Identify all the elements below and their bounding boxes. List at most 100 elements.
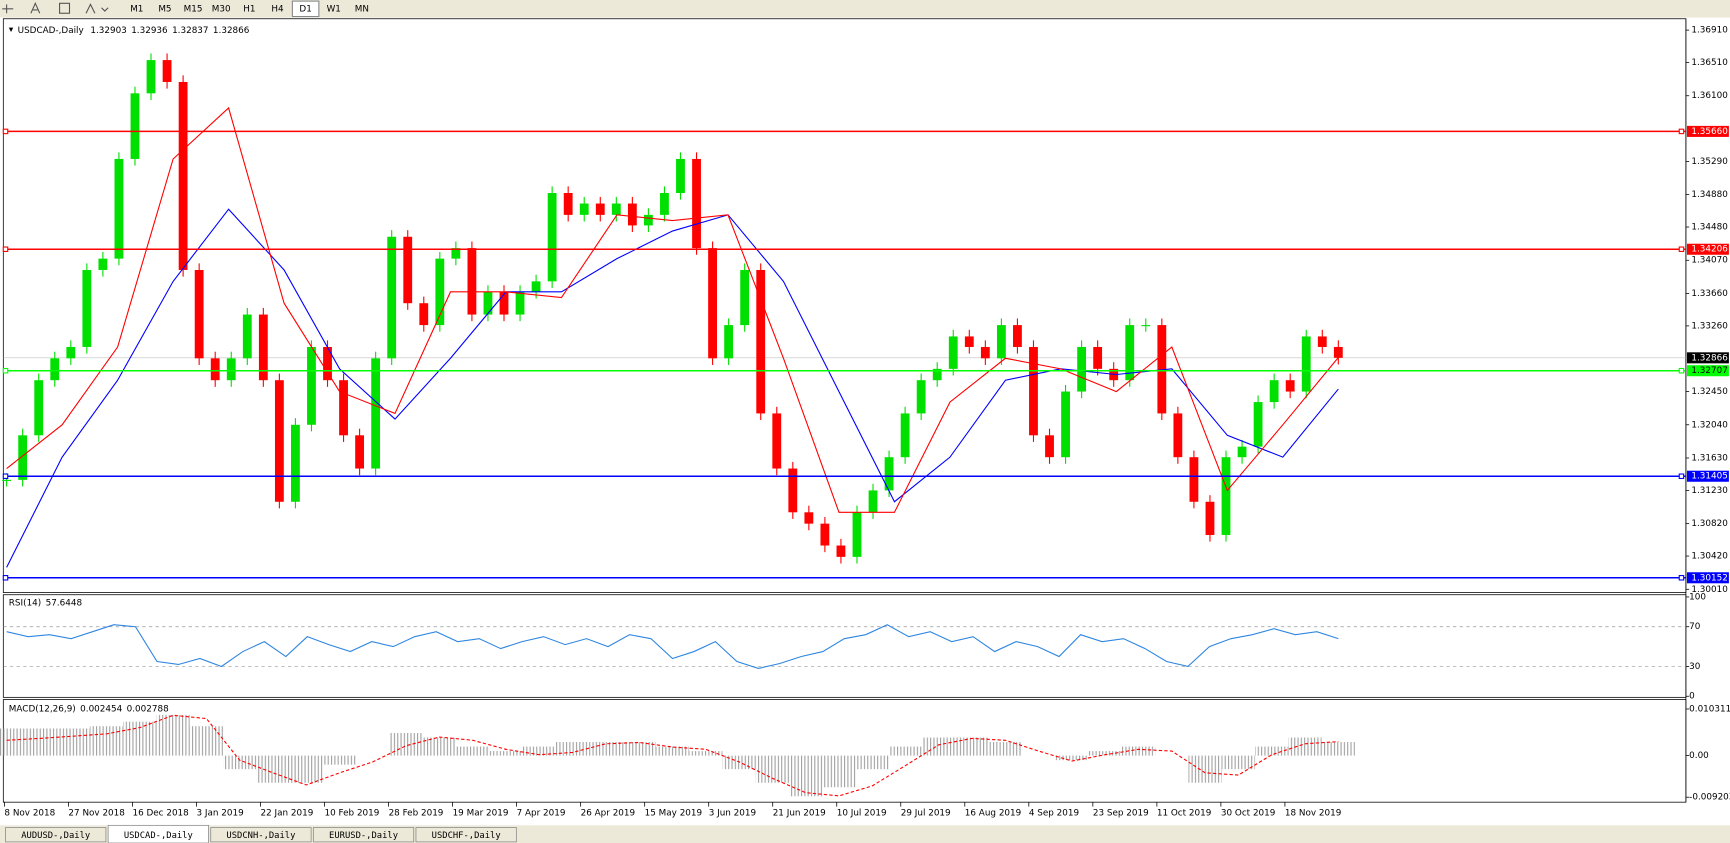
level-handle[interactable]: [1678, 575, 1685, 581]
macd-bar: [589, 742, 623, 756]
candle: [1045, 435, 1054, 458]
macd-bar: [1055, 755, 1089, 761]
tab[interactable]: [415, 827, 517, 843]
level-box: [1686, 125, 1729, 137]
macd-title: MACD(12,26,9) 0.002454 0.002788: [9, 704, 169, 714]
date-label: 21 Jun 2019: [773, 809, 826, 819]
candle: [98, 258, 108, 270]
candle: [451, 248, 461, 259]
level-label: 1.32707: [1691, 366, 1727, 376]
candle: [371, 358, 381, 469]
y-tick-label: -0.009203: [1689, 793, 1730, 803]
candle: [499, 291, 509, 315]
tab-label[interactable]: USDCHF-,Daily: [432, 831, 501, 841]
macd-bar: [1221, 755, 1256, 770]
timeframe-button[interactable]: W1: [327, 4, 341, 14]
y-tick-label: 100: [1689, 592, 1706, 602]
candle: [579, 203, 589, 215]
low: 1.32837: [172, 25, 208, 35]
candle: [1093, 346, 1103, 369]
candle: [852, 512, 862, 557]
candle: [547, 192, 557, 282]
y-tick-label: 1.34880: [1691, 190, 1728, 200]
level-handle[interactable]: [1678, 367, 1685, 374]
candle: [339, 380, 348, 436]
macd-bar: [988, 742, 1023, 756]
candle: [242, 314, 252, 359]
candle: [162, 60, 172, 82]
close: 1.32866: [213, 25, 250, 35]
macd-bar: [1188, 755, 1222, 783]
level-label: 1.34206: [1691, 245, 1728, 255]
level-handle[interactable]: [1678, 128, 1685, 135]
timeframe-button[interactable]: M1: [130, 4, 143, 14]
macd-bar: [156, 714, 190, 756]
macd-bar: [689, 751, 723, 756]
candle: [1029, 346, 1038, 436]
candle: [627, 203, 637, 226]
candle: [483, 291, 493, 315]
timeframe-button[interactable]: D1: [299, 4, 311, 14]
y-tick-label: 0.010311: [1689, 705, 1730, 715]
y-tick-label: 1.36910: [1691, 26, 1728, 36]
macd-bar: [522, 746, 556, 756]
candle: [1189, 457, 1199, 502]
level-handle[interactable]: [2, 367, 9, 374]
level-handle[interactable]: [2, 473, 9, 479]
candle: [18, 435, 28, 480]
candle: [226, 358, 236, 381]
candle: [1333, 346, 1343, 358]
tool-icons: [2, 1, 109, 14]
tab-label[interactable]: USDCAD-,Daily: [124, 831, 193, 841]
rsi-last: 57.6448: [46, 598, 82, 608]
timeframe-button[interactable]: M5: [158, 4, 171, 14]
macd-bar: [955, 737, 989, 756]
macd-signal-last: 0.002788: [127, 704, 169, 714]
date-label: 15 May 2019: [645, 809, 702, 819]
timeframe-button[interactable]: MN: [355, 4, 369, 14]
date-label: 29 Jul 2019: [901, 809, 951, 819]
level-handle[interactable]: [1678, 473, 1685, 479]
tab-label[interactable]: USDCNH-,Daily: [226, 831, 295, 841]
candle: [515, 291, 525, 315]
date-label: 27 Nov 2018: [68, 809, 124, 819]
tab[interactable]: [5, 827, 107, 843]
candle: [563, 192, 573, 215]
level-handle[interactable]: [2, 128, 9, 135]
candle: [756, 269, 766, 414]
candle: [2, 479, 12, 481]
chart-area: [0, 17, 1730, 826]
y-tick-label: 1.35290: [1691, 157, 1728, 167]
timeframe-button[interactable]: M15: [184, 4, 203, 14]
macd-signal: [6, 714, 1339, 797]
y-tick-label: 0: [1689, 692, 1695, 702]
timeframe-button[interactable]: H4: [271, 4, 284, 14]
candle: [868, 490, 878, 513]
macd-bar: [456, 746, 490, 756]
level-handle[interactable]: [2, 246, 9, 252]
tab-label[interactable]: AUDUSD-,Daily: [21, 831, 90, 841]
level-handle[interactable]: [1678, 246, 1685, 252]
tab[interactable]: [210, 827, 312, 843]
tab[interactable]: [312, 827, 415, 843]
candle: [419, 303, 429, 326]
tab-active[interactable]: [107, 824, 209, 843]
date-label: 10 Jul 2019: [837, 809, 887, 819]
macd-bar: [1288, 737, 1322, 756]
y-tick-label: 30: [1689, 662, 1701, 672]
date-label: 10 Feb 2019: [325, 809, 380, 819]
candle: [836, 545, 846, 557]
level-handle[interactable]: [2, 575, 9, 581]
timeframe-button[interactable]: H1: [243, 4, 255, 14]
candle: [884, 457, 894, 491]
candle: [964, 336, 974, 347]
candle: [676, 158, 685, 193]
candle: [467, 248, 477, 315]
collapse-arrow[interactable]: [8, 27, 14, 32]
candle: [1125, 325, 1135, 381]
tab-label[interactable]: EURUSD-,Daily: [329, 831, 398, 841]
timeframe-button[interactable]: M30: [212, 4, 231, 14]
macd-bar: [56, 728, 90, 756]
candle: [1269, 380, 1279, 403]
